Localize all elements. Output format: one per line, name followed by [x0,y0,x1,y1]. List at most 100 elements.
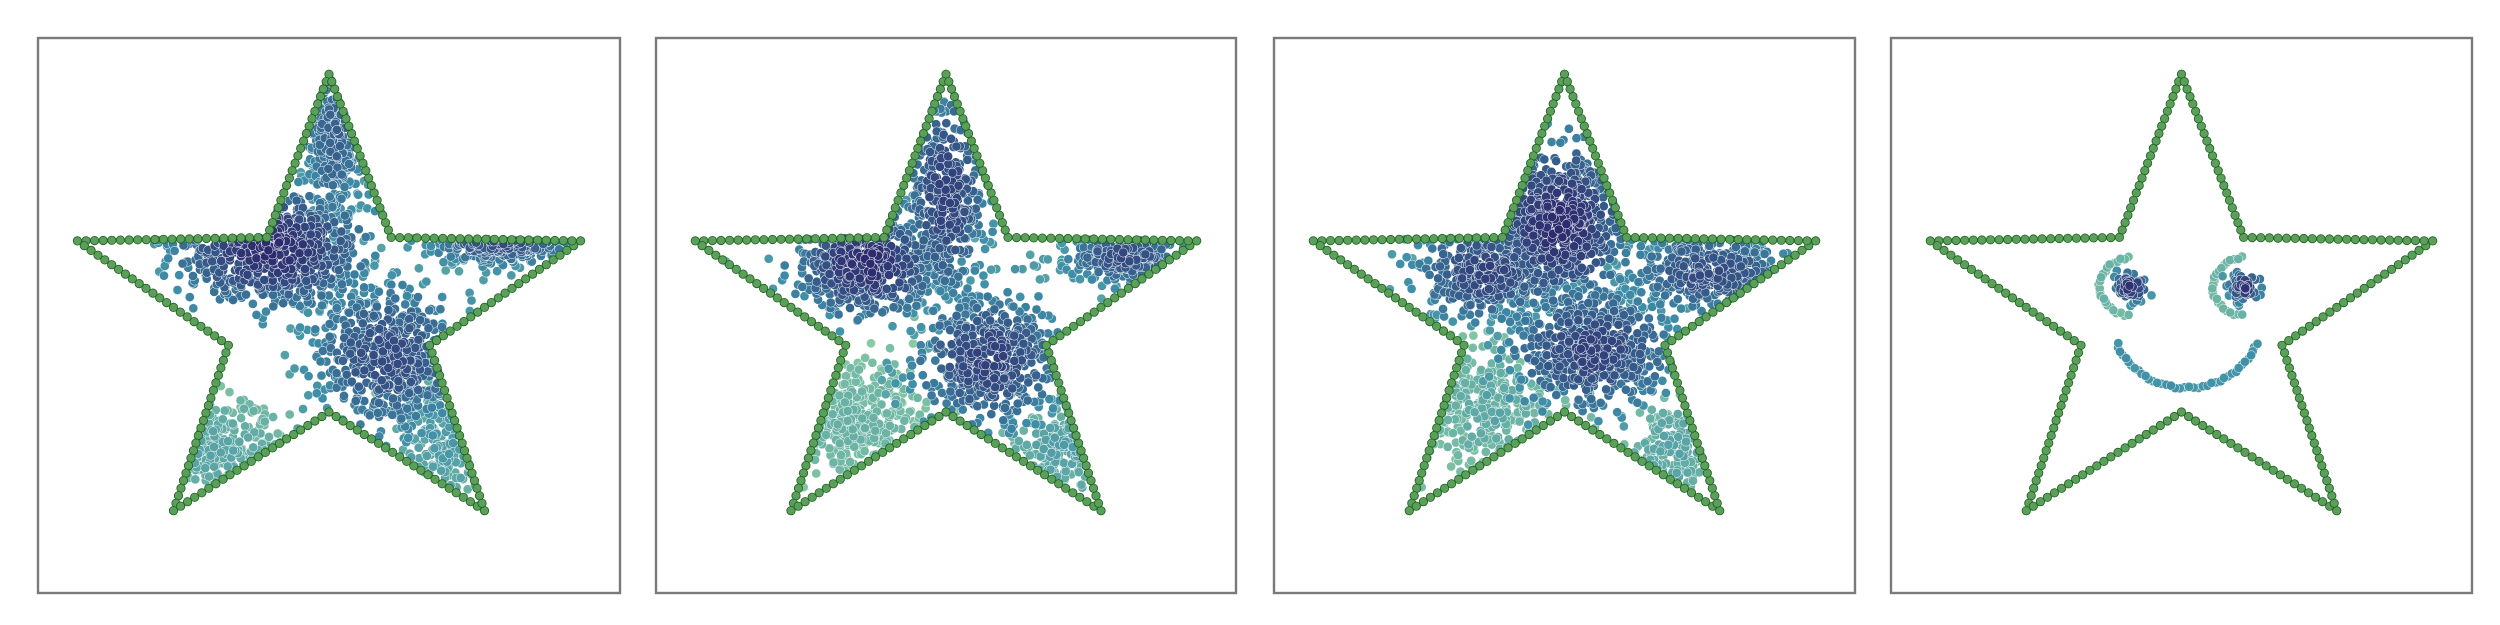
outline-point [532,235,543,245]
outline-point [438,233,448,243]
cloud-point [190,474,201,485]
cloud-point [324,319,335,329]
cloud-point [1140,249,1151,260]
outline-point [524,235,534,245]
cloud-point [963,224,974,234]
cloud-point [400,299,411,310]
cloud-point [859,446,870,457]
cloud-point [444,449,454,459]
cloud-point [356,347,367,358]
cloud-point [272,428,283,439]
outline-point [150,234,160,245]
cloud-point [402,291,412,301]
cloud-point [1448,428,1458,438]
cloud-point [911,300,922,311]
outline-point [1037,233,1047,243]
cloud-point [821,430,831,440]
cloud-point [1002,287,1013,298]
outline-point [253,233,263,243]
outline-point [515,235,525,245]
cloud-point [298,404,308,414]
cloud-point [415,315,426,325]
cloud-point [959,207,970,217]
cloud-point [986,409,997,419]
cloud-point [413,385,424,395]
cloud-point [376,243,387,253]
cloud-point [303,307,313,318]
cloud-point [934,243,945,254]
outline-point [550,235,560,246]
outline-point [733,235,743,245]
cloud-point [1007,383,1018,394]
outline-point [724,235,735,245]
cloud-point [373,335,384,345]
cloud-point [429,443,440,454]
cloud-point [445,251,456,262]
outline-point [262,232,272,242]
cloud-point [998,351,1009,361]
cloud-point [970,265,980,276]
outline-point [158,234,169,244]
cloud-point [336,193,347,204]
outline-point [90,236,100,246]
outline-point [759,235,769,245]
cloud-point [882,261,893,272]
cloud-point [1495,368,1506,378]
cloud-point [964,394,975,405]
cloud-point [820,251,831,262]
outline-point [784,234,795,244]
cloud-point [345,348,356,359]
outline-point [395,233,405,243]
cloud-point [376,375,387,386]
cloud-point [437,408,448,419]
cloud-point [887,321,898,332]
outline-point [210,233,220,243]
cloud-point [327,202,338,212]
cloud-point [989,361,1000,372]
cloud-point [999,373,1009,384]
cloud-point [416,428,427,438]
cloud-point [268,412,278,422]
cloud-point [926,390,937,401]
cloud-point [427,402,437,413]
outline-point [1011,233,1022,243]
cloud-point [946,133,956,144]
cloud-point [954,388,965,398]
cloud-point [840,397,850,408]
cloud-point [989,373,1000,384]
cloud-point [930,252,940,262]
cloud-point [865,258,876,269]
cloud-point [172,285,183,295]
cloud-point [392,359,403,369]
outline-point [1183,236,1193,246]
outline-point [178,475,189,486]
cloud-point [248,442,259,453]
cloud-point [331,303,342,314]
cloud-point [1658,408,1668,418]
cloud-point [324,191,335,202]
outline-point [810,234,821,244]
cloud-point [1029,260,1039,271]
cloud-point [268,290,278,300]
cloud-point [422,390,433,401]
cloud-point [280,350,290,360]
cloud-point [383,305,394,315]
cloud-point [236,413,246,423]
cloud-point [389,335,399,346]
cloud-point [1008,301,1019,312]
cloud-point [353,224,364,235]
cloud-point [832,419,843,430]
cloud-point [222,461,233,472]
cloud-point [315,356,326,367]
outline-point [1114,234,1125,245]
cloud-point [251,310,262,320]
cloud-point [323,163,334,174]
cloud-point [825,297,836,308]
cloud-point [316,370,327,381]
cloud-point [1033,291,1044,302]
cloud-point [990,341,1000,352]
cloud-point [972,401,983,412]
cloud-point [240,421,250,432]
cloud-point [335,236,346,246]
cloud-point [406,377,416,387]
